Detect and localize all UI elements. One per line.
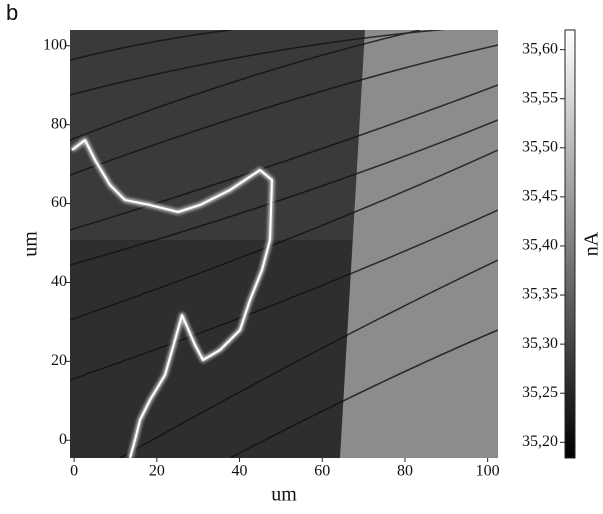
colorbar-tick-label: 35,30 bbox=[522, 335, 558, 352]
x-tick-label: 20 bbox=[149, 463, 165, 480]
y-tick-label: 80 bbox=[51, 115, 67, 132]
colorbar-tick-label: 35,55 bbox=[522, 89, 558, 106]
colorbar-tick-label: 35,35 bbox=[522, 286, 558, 303]
colorbar-tick-label: 35,50 bbox=[522, 138, 558, 155]
x-tick-label: 40 bbox=[232, 463, 248, 480]
y-tick-label: 40 bbox=[51, 273, 67, 290]
colorbar bbox=[564, 29, 576, 459]
x-tick-label: 60 bbox=[314, 463, 330, 480]
y-tick-label: 20 bbox=[51, 352, 67, 369]
y-tick-label: 0 bbox=[59, 431, 67, 448]
colorbar-tick-label: 35,25 bbox=[522, 384, 558, 401]
map-image bbox=[70, 30, 498, 458]
colorbar-tick-label: 35,60 bbox=[522, 40, 558, 57]
colorbar-label: nA bbox=[581, 231, 603, 256]
colorbar-tick-label: 35,20 bbox=[522, 433, 558, 450]
colorbar-tick-label: 35,45 bbox=[522, 188, 558, 205]
y-tick-label: 60 bbox=[51, 194, 67, 211]
x-tick-label: 80 bbox=[397, 463, 413, 480]
colorbar-tick-label: 35,40 bbox=[522, 237, 558, 254]
x-axis-label: um bbox=[271, 484, 297, 506]
y-tick-label: 100 bbox=[43, 36, 67, 53]
panel-label: b bbox=[6, 0, 18, 25]
x-tick-label: 100 bbox=[476, 463, 500, 480]
y-axis-label: um bbox=[20, 231, 42, 257]
x-tick-label: 0 bbox=[70, 463, 78, 480]
